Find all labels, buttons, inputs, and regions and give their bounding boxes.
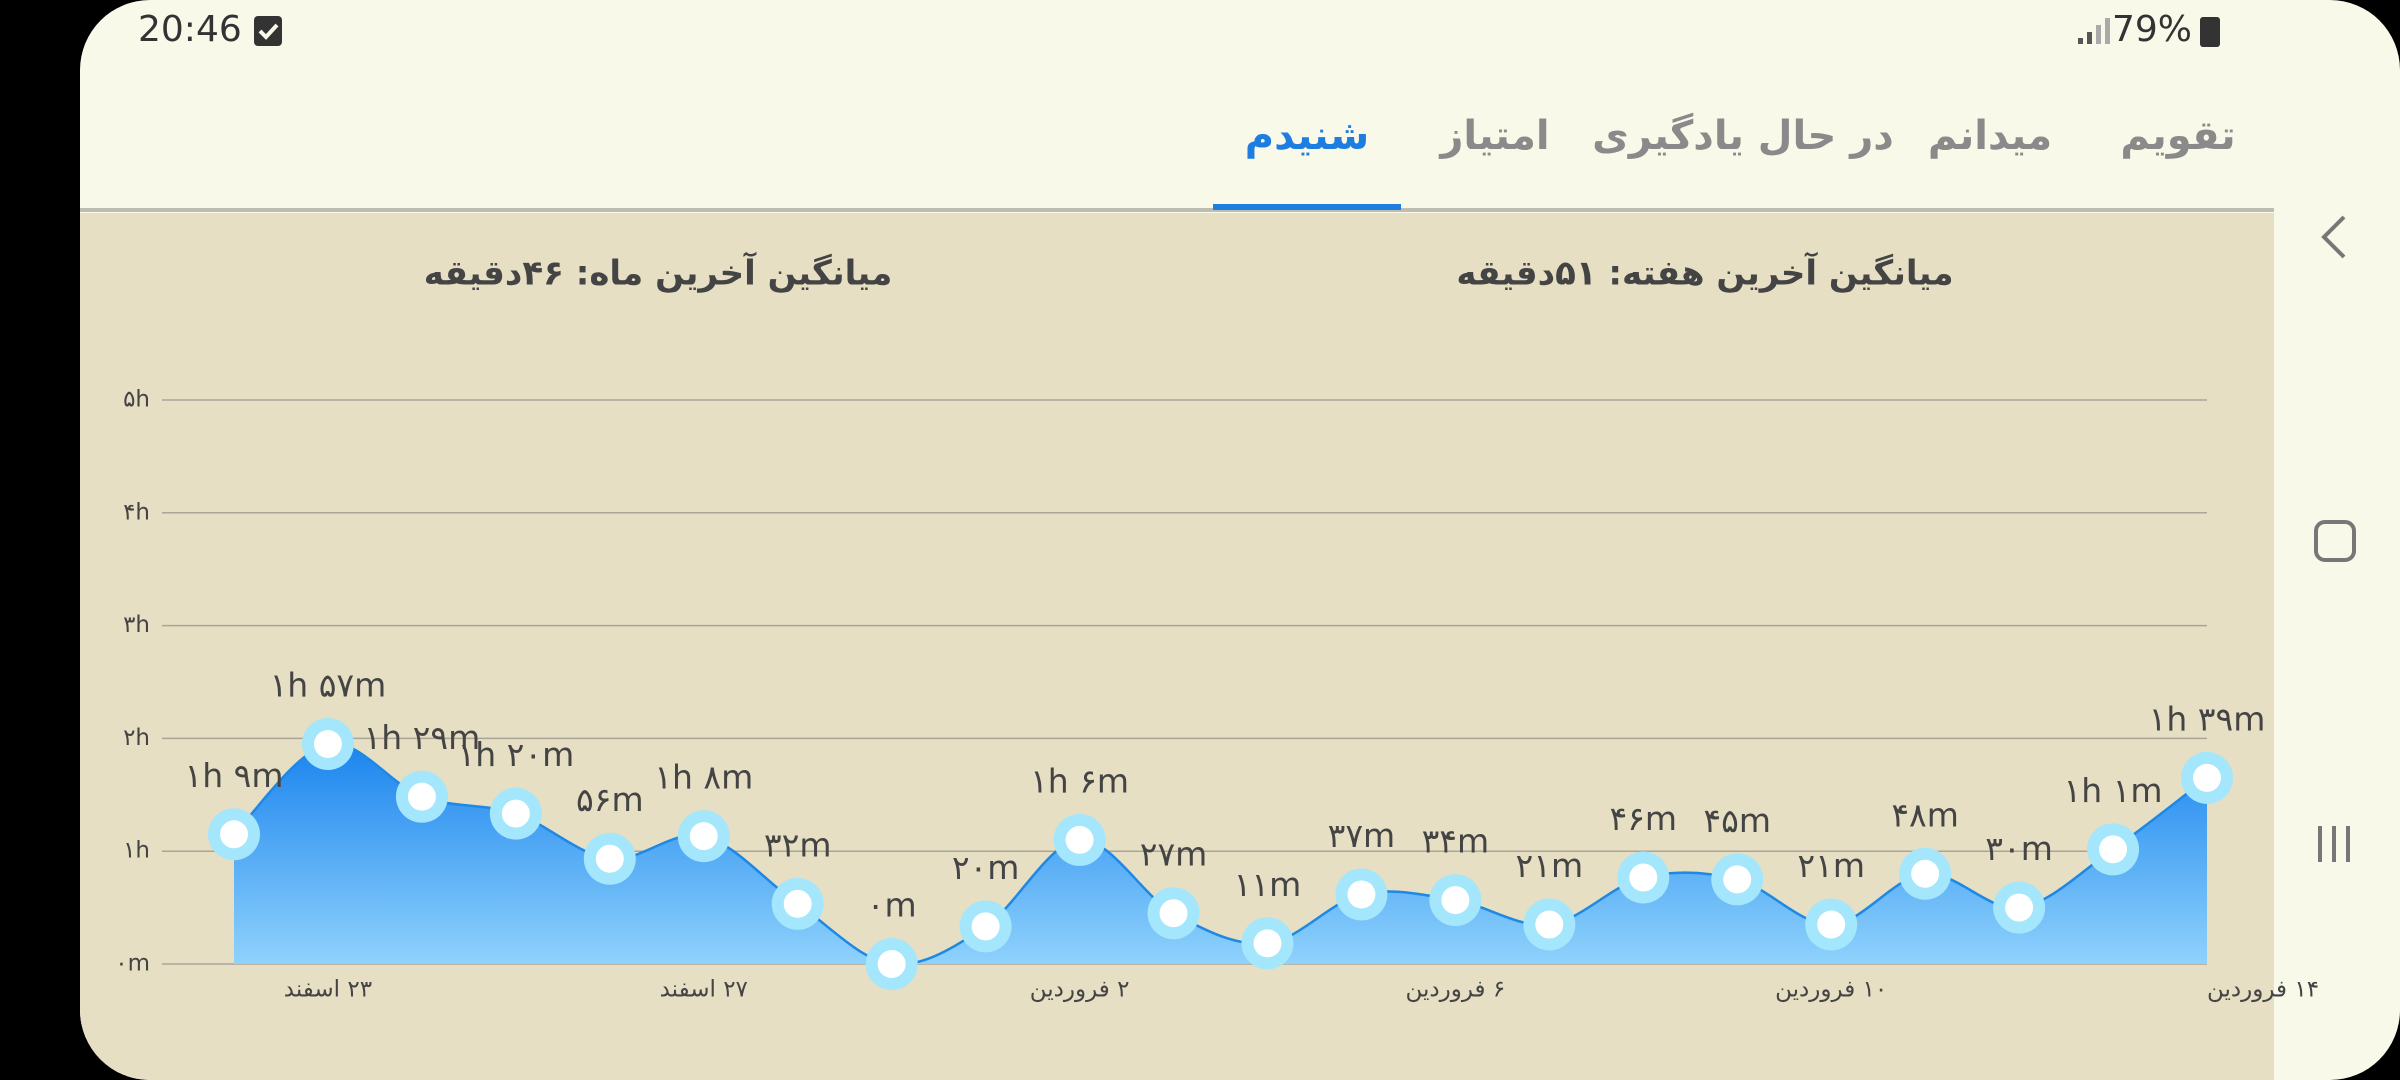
point-center xyxy=(1723,865,1752,894)
point-center xyxy=(1629,863,1658,892)
point-center xyxy=(971,912,1000,941)
value-label: ۴۸m xyxy=(1891,795,1959,834)
x-tick-label: ۱۰ فروردین xyxy=(1775,977,1887,1003)
value-label: ۳۷m xyxy=(1328,816,1396,855)
value-label: ۱۱m xyxy=(1234,865,1302,904)
tab[interactable]: امتیاز xyxy=(1438,113,1549,159)
x-tick-label: ۲ فروردین xyxy=(1030,977,1130,1003)
point-center xyxy=(1817,910,1846,939)
point-center xyxy=(313,730,342,759)
notification-icon xyxy=(254,16,282,46)
point-center xyxy=(220,820,248,849)
point-center xyxy=(2099,835,2128,864)
point-center xyxy=(877,950,906,978)
value-label: ۲۷m xyxy=(1140,835,1208,874)
value-label: ۴۶m xyxy=(1609,799,1677,838)
battery-icon xyxy=(2200,17,2220,47)
value-label: ۰m xyxy=(867,886,917,925)
value-label: ۱h ۸m xyxy=(654,758,753,797)
point-center xyxy=(1911,859,1940,888)
point-center xyxy=(407,782,436,811)
value-label: ۳۰m xyxy=(1985,829,2053,868)
value-label: ۲۱m xyxy=(1516,846,1584,885)
y-tick-label: ۴h xyxy=(123,499,150,525)
y-tick-label: ۲h xyxy=(123,725,150,751)
x-tick-label: ۲۷ اسفند xyxy=(660,977,748,1003)
point-center xyxy=(2193,763,2221,792)
value-label: ۳۲m xyxy=(764,825,832,864)
clock: 20:46 xyxy=(138,9,242,50)
recents-button[interactable] xyxy=(2318,826,2350,862)
y-tick-label: ۳h xyxy=(123,612,150,638)
month-average: میانگین آخرین ماه: ۴۶دقیقه xyxy=(424,252,893,294)
value-label: ۱h ۶m xyxy=(1030,761,1129,800)
x-tick-label: ۶ فروردین xyxy=(1406,977,1506,1003)
point-center xyxy=(2005,893,2034,922)
value-label: ۳۴m xyxy=(1422,822,1490,861)
x-tick-label: ۲۳ اسفند xyxy=(284,977,372,1003)
point-center xyxy=(1441,886,1470,915)
week-average: میانگین آخرین هفته: ۵۱دقیقه xyxy=(1456,252,1953,294)
y-tick-label: ۵h xyxy=(123,387,150,413)
area xyxy=(234,743,2207,965)
back-arrow[interactable] xyxy=(2321,215,2346,259)
x-tick-label: ۱۴ فروردین xyxy=(2207,977,2319,1003)
point-center xyxy=(1253,929,1282,958)
tab[interactable]: در حال یادگیری xyxy=(1592,112,1894,159)
point-center xyxy=(1159,899,1188,928)
tab-divider xyxy=(80,208,2274,212)
y-tick-label: ۱h xyxy=(123,838,150,864)
line xyxy=(233,742,2208,966)
value-label: ۲۰m xyxy=(952,848,1020,887)
value-label: ۱h ۳۹m xyxy=(2149,699,2266,738)
battery-level: 79% xyxy=(2112,9,2192,50)
value-label: ۲۱m xyxy=(1797,846,1865,885)
home-button[interactable] xyxy=(2314,520,2356,562)
point-center xyxy=(1065,825,1094,854)
value-label: ۱h ۱m xyxy=(2064,771,2163,810)
tab[interactable]: تقویم xyxy=(2120,113,2235,159)
point-center xyxy=(783,889,812,918)
value-label: ۴۵m xyxy=(1703,801,1771,840)
tab[interactable]: میدانم xyxy=(1928,113,2052,159)
point-center xyxy=(689,822,718,851)
value-label: ۱h ۲۹m xyxy=(364,718,481,757)
tab[interactable]: شنیدم xyxy=(1245,113,1369,159)
value-label: ۵۶m xyxy=(576,780,644,819)
signal-icon xyxy=(2078,18,2110,44)
active-tab-indicator xyxy=(1213,204,1401,210)
point-center xyxy=(501,799,530,828)
value-label: ۱h ۵۷m xyxy=(270,666,387,705)
value-label: ۱h ۹m xyxy=(185,756,284,795)
value-label: ۱h ۲۰m xyxy=(457,735,574,774)
point-center xyxy=(1347,880,1376,909)
y-tick-label: ۰m xyxy=(115,951,150,977)
check xyxy=(258,23,279,40)
point-center xyxy=(1535,910,1564,939)
point-center xyxy=(595,844,624,873)
